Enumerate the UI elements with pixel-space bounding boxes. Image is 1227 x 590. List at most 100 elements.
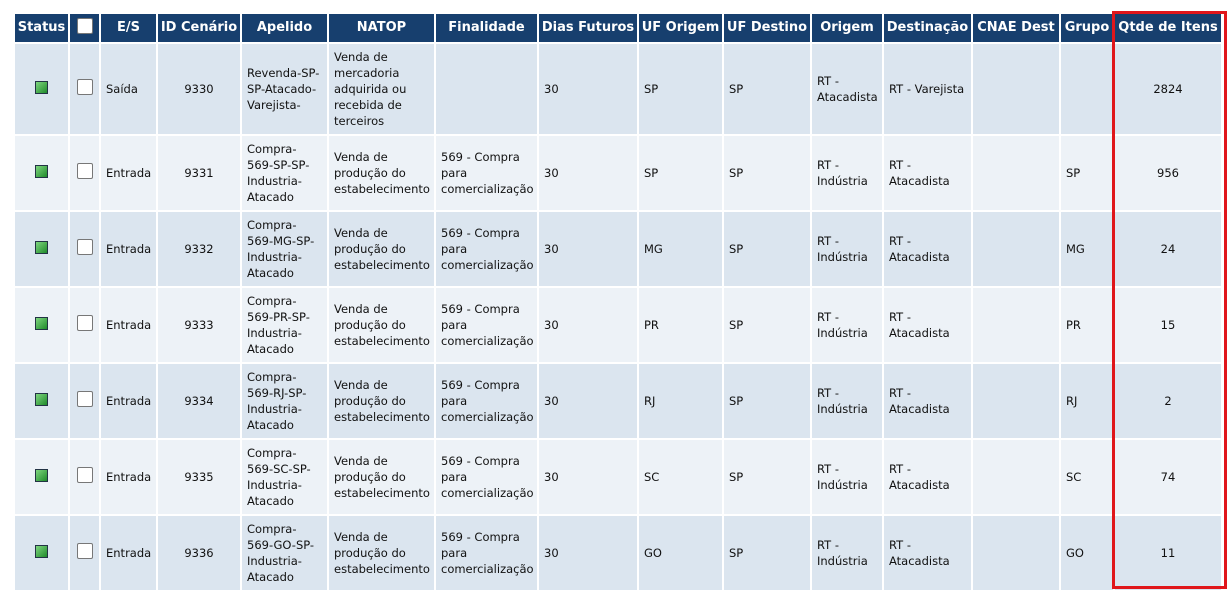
cell-apelido: Compra-569-PR-SP-Industria-Atacado [240, 286, 329, 364]
table-row[interactable]: Entrada 9334 Compra-569-RJ-SP-Industria-At… [13, 362, 1223, 440]
cell-es: Saída [99, 42, 158, 136]
cell-natop: Venda de produção do estabelecimento [327, 210, 436, 288]
row-checkbox[interactable] [76, 467, 93, 483]
cell-dias: 30 [537, 134, 639, 212]
row-checkbox[interactable] [76, 239, 93, 255]
cell-qtde: 2 [1113, 362, 1223, 440]
status-icon [35, 468, 48, 482]
row-checkbox[interactable] [76, 315, 93, 331]
cell-origem: RT - Indústria [810, 514, 884, 590]
cell-uf-origem: SP [637, 134, 724, 212]
scenario-table: Status E/S ID Cenário Apelido NATOP Finalidad… [13, 12, 1223, 590]
cell-id: 9335 [156, 438, 242, 516]
cell-qtde: 24 [1113, 210, 1223, 288]
status-cell [13, 134, 70, 212]
cell-id: 9334 [156, 362, 242, 440]
row-checkbox[interactable] [76, 79, 93, 95]
header-row: Status E/S ID Cenário Apelido NATOP Finalidad… [13, 12, 1223, 44]
cell-natop: Venda de produção do estabelecimento [327, 514, 436, 590]
cell-destinacao: RT - Atacadista [882, 134, 973, 212]
cell-qtde: 956 [1113, 134, 1223, 212]
cell-apelido: Compra-569-RJ-SP-Industria-Atacado [240, 362, 329, 440]
cell-qtde: 15 [1113, 286, 1223, 364]
cell-cnae [971, 438, 1061, 516]
column-header: Status [13, 12, 70, 44]
cell-id: 9336 [156, 514, 242, 590]
column-header: UF Origem [637, 12, 724, 44]
cell-finalidade: 569 - Compra para comercialização [434, 362, 539, 440]
cell-id: 9333 [156, 286, 242, 364]
table-row[interactable]: Entrada 9332 Compra-569-MG-SP-Industria-At… [13, 210, 1223, 288]
column-header: Apelido [240, 12, 329, 44]
cell-finalidade [434, 42, 539, 136]
status-icon [35, 316, 48, 330]
cell-origem: RT - Indústria [810, 286, 884, 364]
cell-origem: RT - Indústria [810, 134, 884, 212]
cell-origem: RT - Indústria [810, 438, 884, 516]
table-row[interactable]: Entrada 9336 Compra-569-GO-SP-Industria-At… [13, 514, 1223, 590]
cell-qtde: 74 [1113, 438, 1223, 516]
cell-natop: Venda de produção do estabelecimento [327, 134, 436, 212]
cell-es: Entrada [99, 514, 158, 590]
cell-destinacao: RT - Varejista [882, 42, 973, 136]
checkbox-cell [68, 286, 101, 364]
cell-destinacao: RT - Atacadista [882, 438, 973, 516]
cell-destinacao: RT - Atacadista [882, 210, 973, 288]
status-icon [35, 240, 48, 254]
table-row[interactable]: Entrada 9331 Compra-569-SP-SP-Industria-At… [13, 134, 1223, 212]
cell-dias: 30 [537, 42, 639, 136]
row-checkbox[interactable] [76, 163, 93, 179]
column-header: E/S [99, 12, 158, 44]
checkbox-cell [68, 514, 101, 590]
cell-finalidade: 569 - Compra para comercialização [434, 286, 539, 364]
cell-uf-origem: MG [637, 210, 724, 288]
table-row[interactable]: Entrada 9333 Compra-569-PR-SP-Industria-At… [13, 286, 1223, 364]
checkbox-cell [68, 210, 101, 288]
checkbox-cell [68, 42, 101, 136]
column-header: Origem [810, 12, 884, 44]
table-row[interactable]: Saída 9330 Revenda-SP-SP-Atacado-Varejista… [13, 42, 1223, 136]
column-header: Destinação [882, 12, 973, 44]
cell-grupo: SP [1059, 134, 1115, 212]
row-checkbox[interactable] [76, 391, 93, 407]
cell-cnae [971, 210, 1061, 288]
cell-uf-origem: SP [637, 42, 724, 136]
cell-apelido: Revenda-SP-SP-Atacado-Varejista- [240, 42, 329, 136]
select-all-checkbox[interactable] [76, 17, 93, 34]
cell-dias: 30 [537, 514, 639, 590]
cell-es: Entrada [99, 286, 158, 364]
cell-cnae [971, 362, 1061, 440]
cell-uf-destino: SP [722, 438, 812, 516]
column-header: Finalidade [434, 12, 539, 44]
checkbox-cell [68, 134, 101, 212]
cell-uf-origem: RJ [637, 362, 724, 440]
status-cell [13, 362, 70, 440]
table-row[interactable]: Entrada 9335 Compra-569-SC-SP-Industria-At… [13, 438, 1223, 516]
cell-natop: Venda de produção do estabelecimento [327, 438, 436, 516]
cell-cnae [971, 514, 1061, 590]
cell-origem: RT - Atacadista [810, 42, 884, 136]
cell-uf-origem: SC [637, 438, 724, 516]
cell-uf-destino: SP [722, 134, 812, 212]
cell-natop: Venda de produção do estabelecimento [327, 286, 436, 364]
cell-qtde: 11 [1113, 514, 1223, 590]
cell-es: Entrada [99, 134, 158, 212]
status-cell [13, 42, 70, 136]
cell-es: Entrada [99, 210, 158, 288]
column-header: Dias Futuros [537, 12, 639, 44]
cell-es: Entrada [99, 438, 158, 516]
cell-uf-origem: GO [637, 514, 724, 590]
cell-grupo: MG [1059, 210, 1115, 288]
cell-es: Entrada [99, 362, 158, 440]
status-icon [35, 392, 48, 406]
cell-apelido: Compra-569-SP-SP-Industria-Atacado [240, 134, 329, 212]
cell-finalidade: 569 - Compra para comercialização [434, 438, 539, 516]
cell-qtde: 2824 [1113, 42, 1223, 136]
cell-dias: 30 [537, 438, 639, 516]
status-icon [35, 544, 48, 558]
cell-uf-destino: SP [722, 286, 812, 364]
cell-uf-destino: SP [722, 210, 812, 288]
status-icon [35, 80, 48, 94]
row-checkbox[interactable] [76, 543, 93, 559]
